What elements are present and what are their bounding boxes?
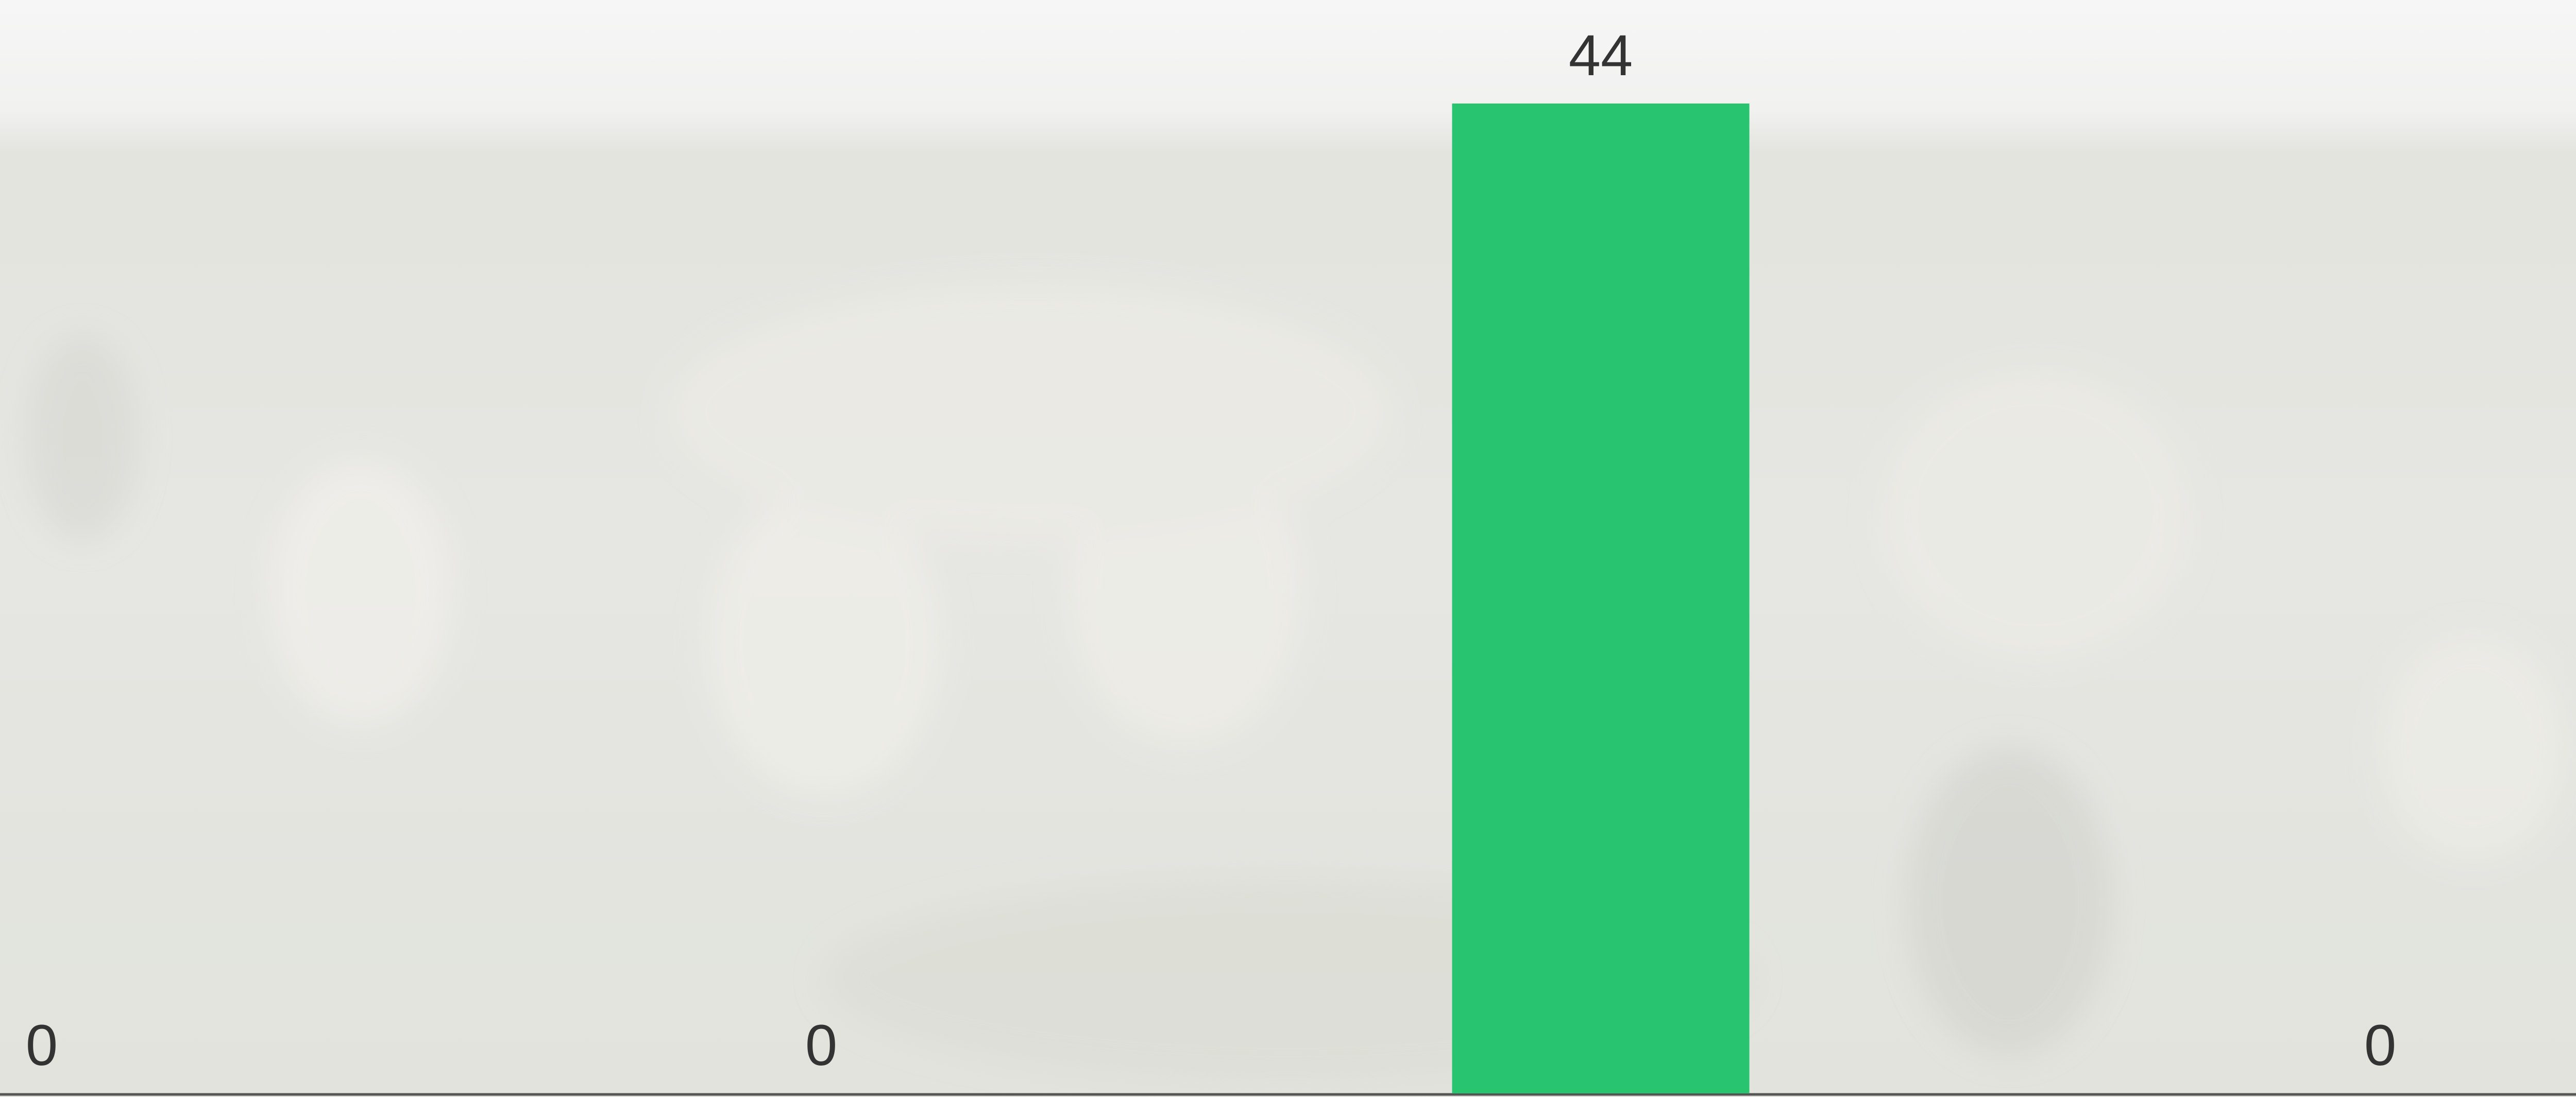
bar xyxy=(1452,104,1750,1093)
data-label: 0 xyxy=(2364,1013,2396,1077)
data-label: 44 xyxy=(1569,23,1633,88)
data-label: 0 xyxy=(805,1013,837,1077)
data-label: 0 xyxy=(26,1013,58,1077)
